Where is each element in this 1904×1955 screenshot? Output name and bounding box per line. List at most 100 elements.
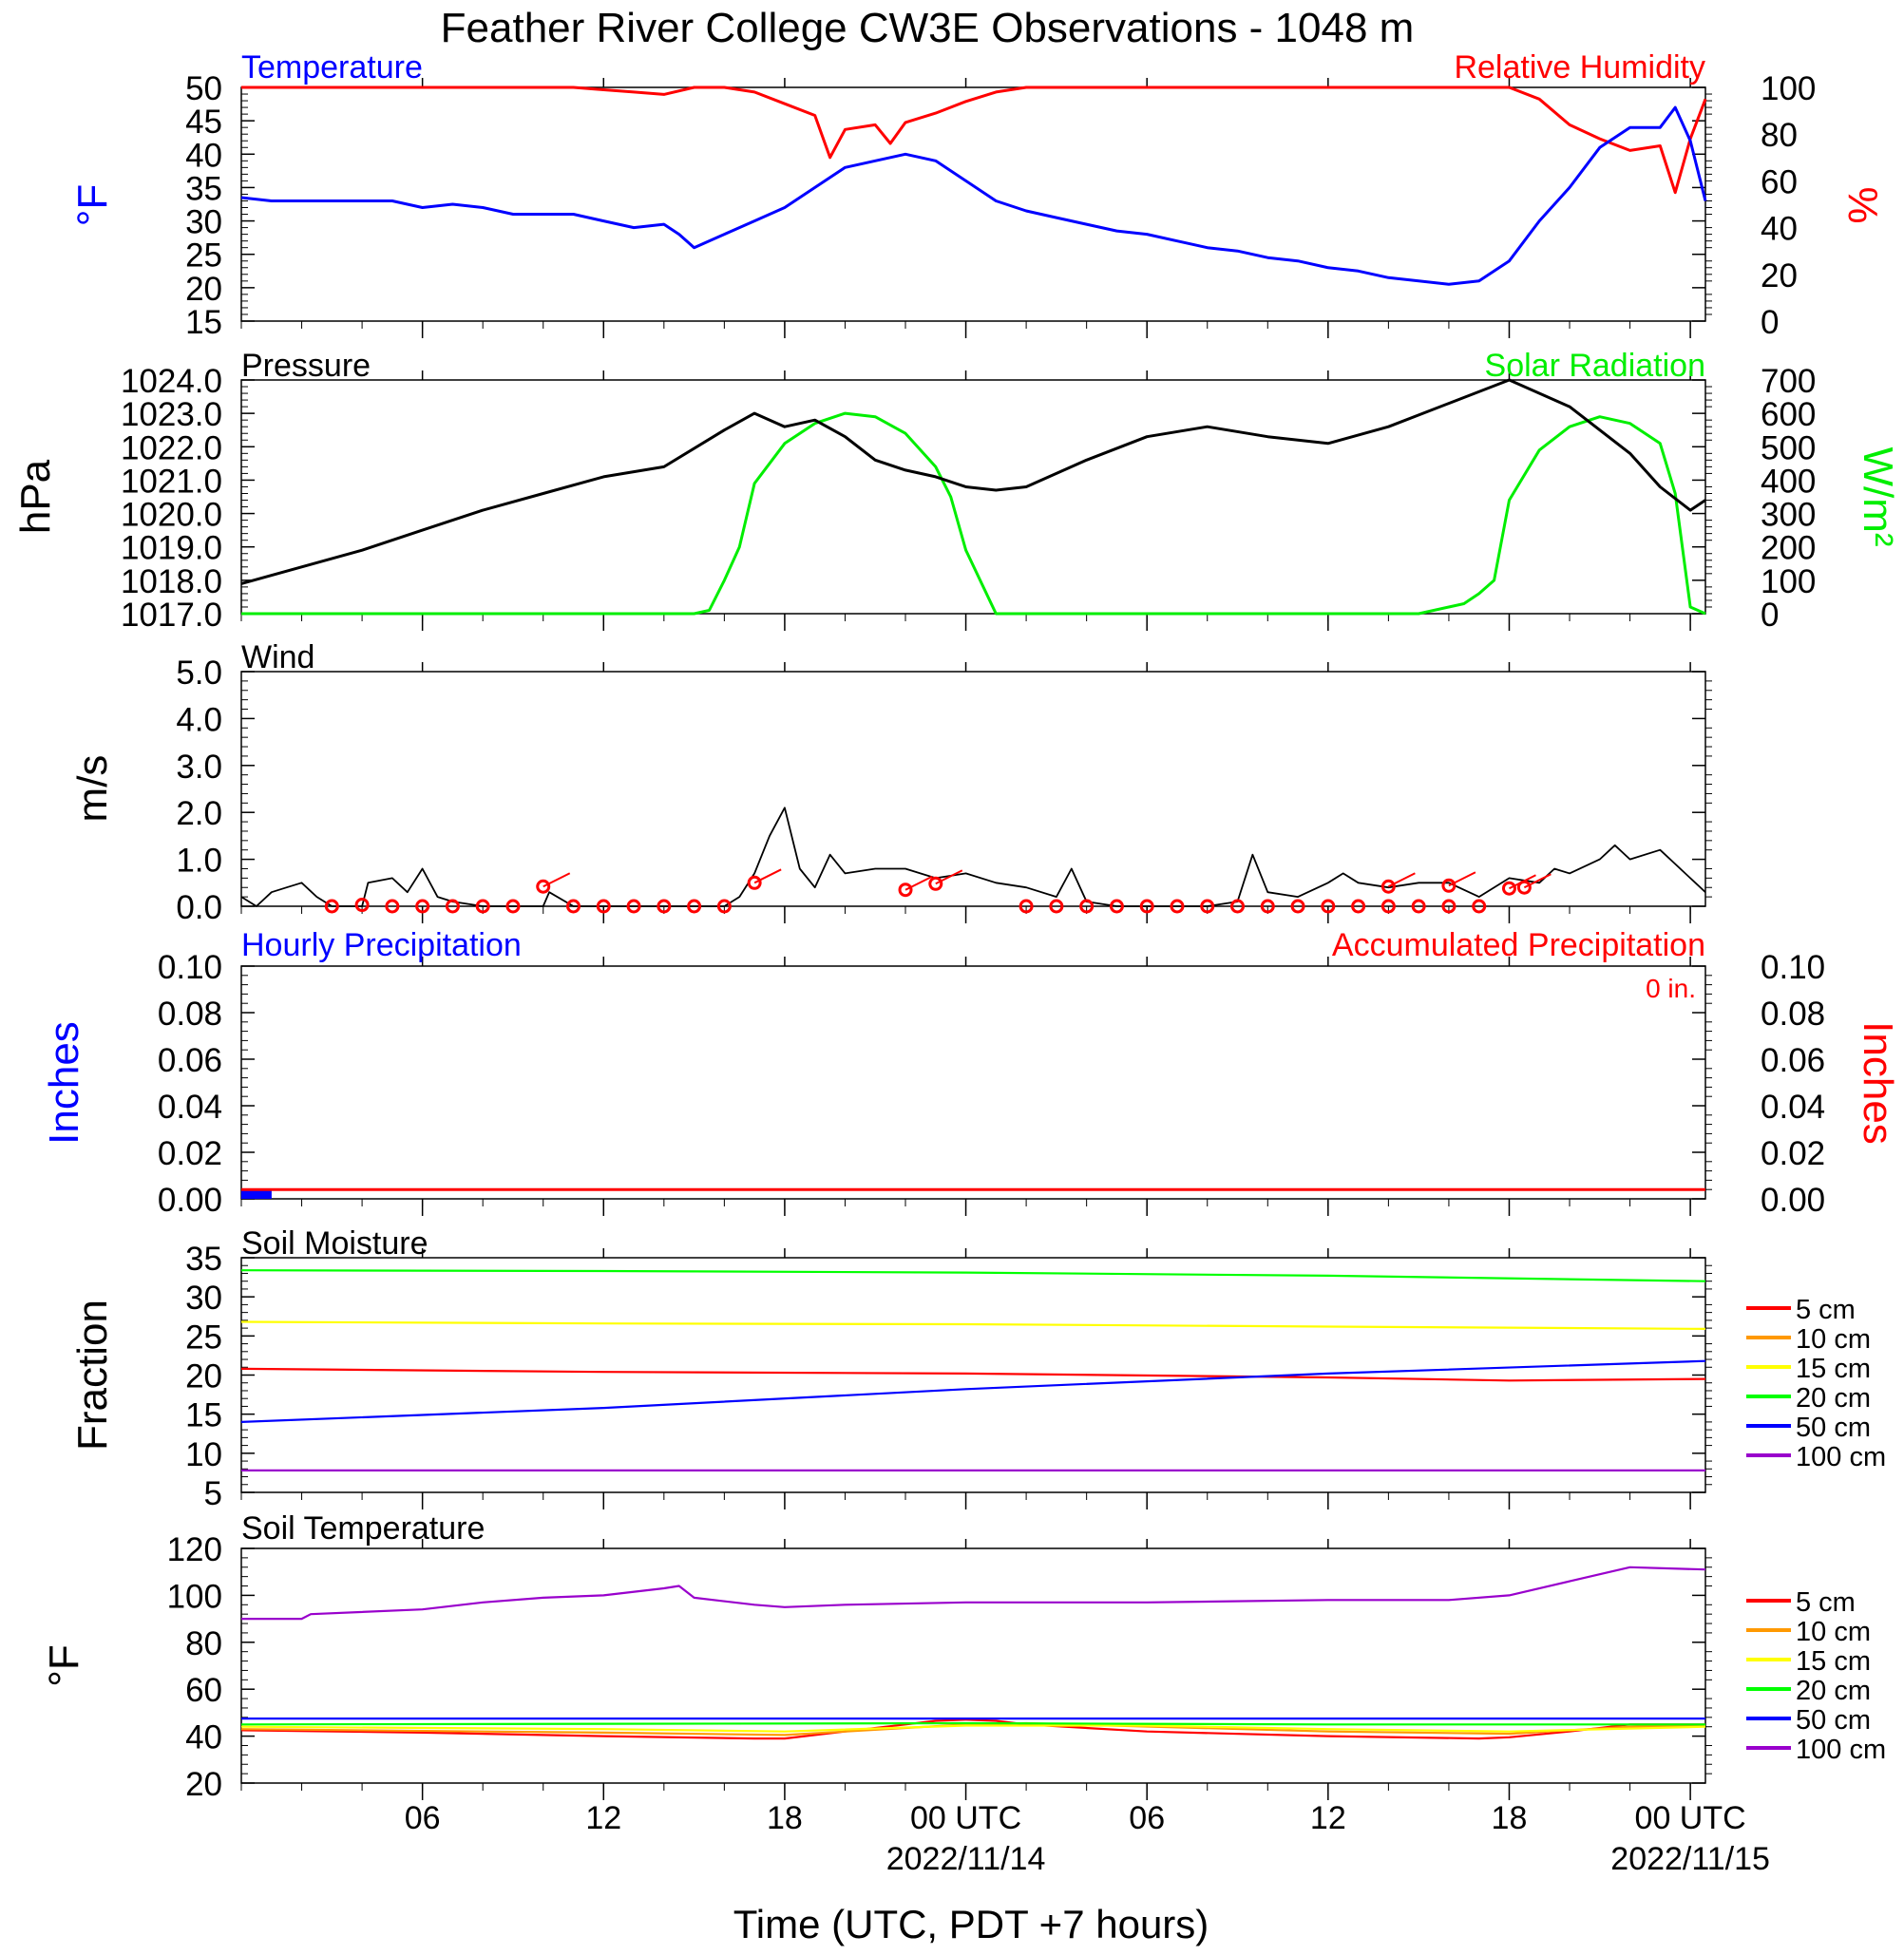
temp_rh-right-tick-label: 100	[1761, 70, 1816, 107]
soil_temp-frame	[240, 1547, 1706, 1784]
soil_moisture-legend-label: 20 cm	[1796, 1383, 1871, 1414]
precip-left-tick-label: 0.00	[158, 1182, 222, 1219]
soil_temp-left-tick-label: 60	[185, 1672, 222, 1709]
precip-right-tick-label: 0.04	[1761, 1089, 1825, 1126]
wind-calm-marker	[657, 899, 672, 914]
wind-calm-marker	[1260, 899, 1275, 914]
pressure_solar-left-tick-label: 1017.0	[121, 597, 222, 634]
pressure_solar-right-tick-label: 600	[1761, 396, 1816, 433]
pressure_solar-right-tick-label: 400	[1761, 463, 1816, 500]
rh-series-line	[241, 85, 1707, 195]
precip-left-tick-label: 0.04	[158, 1089, 222, 1126]
solar-unit: W/m²	[1855, 446, 1901, 546]
temp_rh-right-tick-label: 60	[1761, 163, 1798, 200]
x-tick-label: 06	[405, 1800, 441, 1836]
wind-series-line	[240, 807, 1706, 907]
wind-calm-marker	[1472, 899, 1487, 914]
x-axis-label: Time (UTC, PDT +7 hours)	[733, 1902, 1209, 1946]
soil_temp-left-tick-label: 100	[167, 1578, 222, 1615]
temp_rh-right-tick-label: 40	[1761, 211, 1798, 248]
soil_temp-left-tick-label: 20	[185, 1766, 222, 1803]
wind-marker	[747, 875, 762, 890]
temp_rh-right-tick-label: 0	[1761, 304, 1779, 341]
soil_moisture-series-line	[240, 1269, 1706, 1282]
soil_moisture-legend-label: 50 cm	[1796, 1413, 1871, 1443]
x-date-label: 2022/11/14	[886, 1841, 1046, 1877]
soil_temp-legend-label: 20 cm	[1796, 1676, 1871, 1706]
soil_temp-left-tick-label: 40	[185, 1719, 222, 1756]
wind-left-tick-label: 5.0	[176, 655, 222, 692]
wind-left-tick-label: 0.0	[176, 889, 222, 926]
temperature-series-line	[240, 105, 1707, 286]
precip-right-unit: Inches	[1855, 1021, 1901, 1145]
pressure-unit: hPa	[12, 459, 59, 534]
wind-calm-marker	[1321, 899, 1336, 914]
precip-left-tick-label: 0.10	[158, 949, 222, 986]
wind-calm-marker	[716, 899, 732, 914]
temperature-title: Temperature	[241, 49, 423, 85]
wind-calm-marker	[596, 899, 611, 914]
wind-marker	[1501, 881, 1516, 896]
temp_rh-left-tick-label: 30	[185, 204, 222, 241]
wind-calm-marker	[1139, 899, 1154, 914]
temp_rh-left-tick-label: 20	[185, 271, 222, 308]
pressure_solar-right-tick-label: 300	[1761, 497, 1816, 534]
pressure_solar-frame	[240, 379, 1706, 615]
soil_temp-legend-label: 50 cm	[1796, 1705, 1871, 1736]
soil_moisture-title: Soil Moisture	[241, 1225, 428, 1262]
wind-calm-marker	[1290, 899, 1305, 914]
pressure_solar-left-tick-label: 1022.0	[121, 429, 222, 466]
wind-marker	[1380, 879, 1396, 894]
precip-right-tick-label: 0.08	[1761, 996, 1825, 1033]
x-date-label: 2022/11/15	[1610, 1841, 1770, 1877]
soil_temp-series-line	[241, 1566, 1706, 1621]
precip-right-tick-label: 0.00	[1761, 1182, 1825, 1219]
wind-calm-marker	[1200, 899, 1215, 914]
wind-calm-marker	[475, 899, 490, 914]
temp_rh-left-tick-label: 50	[185, 70, 222, 107]
wind-barb	[753, 868, 782, 884]
soil_temp-legend-label: 5 cm	[1796, 1587, 1856, 1618]
precip-right-tick-label: 0.10	[1761, 949, 1825, 986]
wind-calm-marker	[324, 899, 339, 914]
wind-title: Wind	[241, 639, 314, 675]
wind-marker	[928, 876, 943, 891]
x-tick-label: 18	[767, 1800, 803, 1836]
temp_rh-frame	[240, 86, 1706, 322]
precip-right-tick-label: 0.06	[1761, 1042, 1825, 1079]
soil_temp-series-line	[240, 1718, 1705, 1740]
soil_temp-title: Soil Temperature	[241, 1510, 485, 1547]
wind-left-tick-label: 1.0	[176, 843, 222, 880]
pressure-title: Pressure	[241, 348, 371, 384]
soil_temp-legend-label: 15 cm	[1796, 1646, 1871, 1677]
soil_moisture-left-tick-label: 10	[185, 1436, 222, 1473]
pressure_solar-left-tick-label: 1020.0	[121, 497, 222, 534]
soil_temp-left-tick-label: 120	[167, 1531, 222, 1568]
wind-calm-marker	[687, 899, 702, 914]
soil_moisture-unit: Fraction	[69, 1300, 116, 1451]
soil_temp-series-line	[240, 1721, 1705, 1726]
temp_rh-left-tick-label: 15	[185, 304, 222, 341]
pressure_solar-right-tick-label: 100	[1761, 563, 1816, 600]
pressure_solar-left-tick-label: 1024.0	[121, 363, 222, 400]
accum-precip-title: Accumulated Precipitation	[1332, 927, 1705, 963]
precip-total-label: 0 in.	[1646, 974, 1696, 1003]
x-tick-label: 12	[1310, 1800, 1346, 1836]
wind-barb	[1448, 871, 1476, 887]
soil_moisture-legend-label: 100 cm	[1796, 1442, 1886, 1472]
wind-calm-marker	[505, 899, 521, 914]
wind-calm-marker	[626, 899, 641, 914]
hourly-precip-bar	[240, 1190, 272, 1199]
wind-left-tick-label: 3.0	[176, 749, 222, 786]
wind-barb	[543, 872, 571, 888]
precip-left-tick-label: 0.08	[158, 996, 222, 1033]
soil_temp-legend-label: 10 cm	[1796, 1617, 1871, 1647]
temp_rh-left-tick-label: 35	[185, 170, 222, 207]
temperature-unit: °F	[69, 184, 116, 226]
wind-calm-marker	[1079, 899, 1095, 914]
x-tick-label: 12	[585, 1800, 621, 1836]
wind-left-tick-label: 2.0	[176, 795, 222, 832]
wind-calm-marker	[1170, 899, 1185, 914]
wind-unit: m/s	[69, 755, 116, 823]
wind-calm-marker	[1049, 899, 1064, 914]
